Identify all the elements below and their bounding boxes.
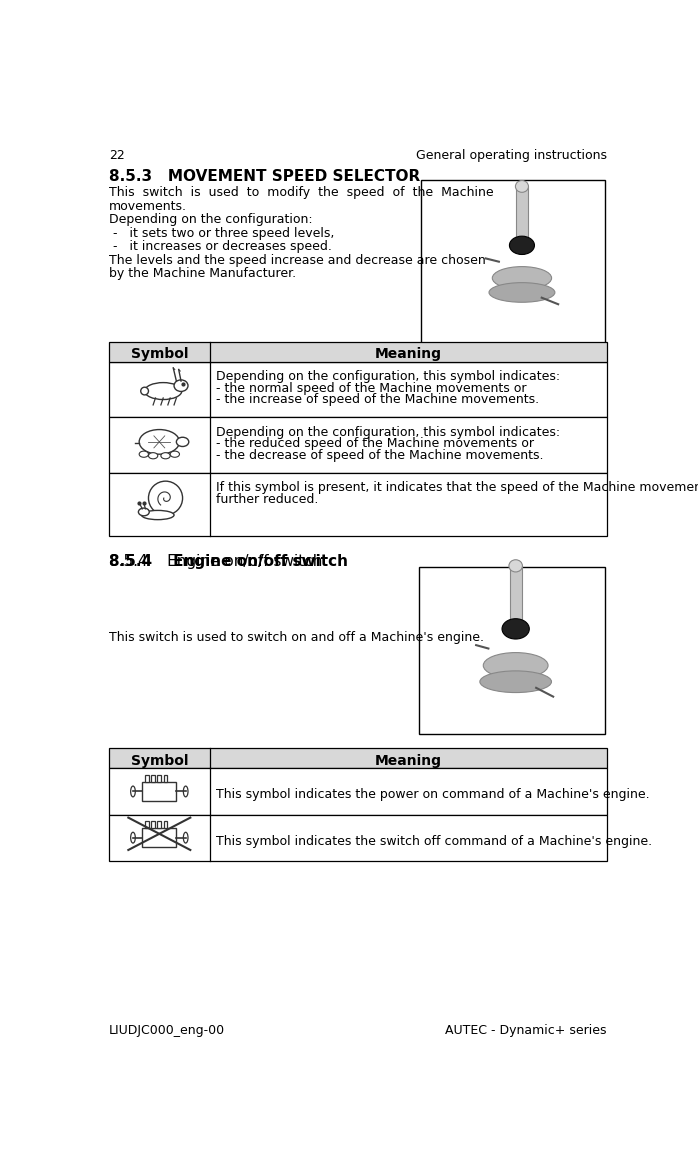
Ellipse shape	[515, 181, 528, 193]
Bar	[109, 418, 607, 473]
Text: The levels and the speed increase and decrease are chosen: The levels and the speed increase and de…	[109, 253, 486, 266]
Text: AUTEC - Dynamic+ series: AUTEC - Dynamic+ series	[445, 1023, 607, 1037]
Ellipse shape	[131, 832, 135, 843]
Ellipse shape	[483, 652, 548, 678]
Bar	[151, 820, 155, 829]
Ellipse shape	[139, 429, 179, 454]
Text: 8.5.3   MOVEMENT SPEED SELECTOR: 8.5.3 MOVEMENT SPEED SELECTOR	[109, 169, 420, 184]
Text: 8.5.4    Engine on/off switch: 8.5.4 Engine on/off switch	[109, 554, 348, 569]
Text: - the normal speed of the Machine movements or: - the normal speed of the Machine moveme…	[216, 382, 526, 394]
Text: -   it increases or decreases speed.: - it increases or decreases speed.	[109, 240, 332, 253]
Text: - the reduced speed of the Machine movements or: - the reduced speed of the Machine movem…	[216, 438, 534, 450]
Text: General operating instructions: General operating instructions	[415, 149, 607, 162]
Bar	[109, 473, 607, 536]
Bar	[157, 775, 161, 782]
Text: LIUDJC000_eng-00: LIUDJC000_eng-00	[109, 1023, 225, 1037]
Text: Meaning: Meaning	[375, 347, 442, 361]
Text: by the Machine Manufacturer.: by the Machine Manufacturer.	[109, 267, 296, 280]
Text: movements.: movements.	[109, 200, 187, 212]
Ellipse shape	[509, 560, 522, 572]
Text: 22: 22	[109, 149, 125, 162]
Text: Depending on the configuration, this symbol indicates:: Depending on the configuration, this sym…	[216, 370, 560, 383]
Text: - the increase of speed of the Machine movements.: - the increase of speed of the Machine m…	[216, 393, 539, 406]
Bar	[109, 768, 607, 815]
Ellipse shape	[480, 671, 551, 692]
Bar	[109, 748, 607, 768]
Bar	[163, 775, 168, 782]
Ellipse shape	[142, 510, 174, 519]
Bar	[510, 566, 522, 627]
Ellipse shape	[144, 383, 181, 399]
Text: This  switch  is  used  to  modify  the  speed  of  the  Machine: This switch is used to modify the speed …	[109, 187, 493, 200]
Text: Meaning: Meaning	[375, 754, 442, 768]
Text: 8.5.4    Engine on/off switch: 8.5.4 Engine on/off switch	[109, 554, 322, 569]
Bar	[109, 362, 607, 418]
Circle shape	[141, 387, 149, 394]
Bar	[142, 782, 177, 801]
Ellipse shape	[139, 452, 149, 457]
Ellipse shape	[174, 380, 188, 391]
Text: Depending on the configuration:: Depending on the configuration:	[109, 214, 313, 226]
Bar	[419, 567, 605, 734]
Bar	[145, 820, 149, 829]
Text: This switch is used to switch on and off a Machine's engine.: This switch is used to switch on and off…	[109, 631, 484, 644]
Ellipse shape	[184, 787, 188, 797]
Text: If this symbol is present, it indicates that the speed of the Machine movements : If this symbol is present, it indicates …	[216, 481, 698, 494]
Ellipse shape	[161, 453, 170, 459]
Text: This symbol indicates the switch off command of a Machine's engine.: This symbol indicates the switch off com…	[216, 834, 652, 847]
Text: - the decrease of speed of the Machine movements.: - the decrease of speed of the Machine m…	[216, 449, 544, 462]
Ellipse shape	[502, 619, 529, 640]
Text: Symbol: Symbol	[131, 347, 188, 361]
Bar	[163, 820, 168, 829]
Ellipse shape	[510, 236, 535, 254]
Bar	[142, 829, 177, 847]
Text: This symbol indicates the power on command of a Machine's engine.: This symbol indicates the power on comma…	[216, 789, 650, 802]
Bar	[151, 775, 155, 782]
Text: -   it sets two or three speed levels,: - it sets two or three speed levels,	[109, 226, 334, 239]
Ellipse shape	[184, 832, 188, 843]
Bar	[145, 775, 149, 782]
Ellipse shape	[177, 438, 188, 447]
Ellipse shape	[492, 266, 551, 289]
Text: Symbol: Symbol	[131, 754, 188, 768]
Bar	[157, 820, 161, 829]
Circle shape	[149, 481, 183, 515]
Ellipse shape	[489, 282, 555, 302]
Ellipse shape	[170, 452, 179, 457]
Bar	[109, 815, 607, 861]
Ellipse shape	[149, 453, 158, 459]
Bar	[516, 187, 528, 245]
Text: Depending on the configuration, this symbol indicates:: Depending on the configuration, this sym…	[216, 426, 560, 439]
Ellipse shape	[138, 508, 149, 516]
Text: further reduced.: further reduced.	[216, 492, 318, 505]
Bar	[420, 180, 605, 343]
Ellipse shape	[131, 787, 135, 797]
Bar	[109, 342, 607, 362]
